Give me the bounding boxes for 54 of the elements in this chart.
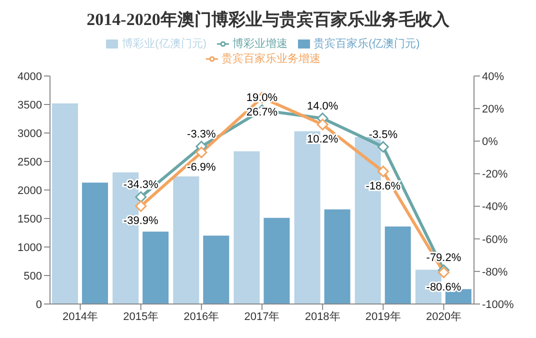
legend-label: 贵宾百家乐(亿澳门元): [314, 38, 420, 50]
chart-title: 2014-2020年澳门博彩业与贵宾百家乐业务毛收入: [86, 9, 450, 30]
point: [377, 141, 389, 153]
point: [438, 266, 450, 278]
data-label: -3.5%: [368, 128, 398, 141]
legend-label: 贵宾百家乐业务增速: [222, 53, 320, 65]
y2-tick-label: -100%: [482, 298, 514, 311]
y-tick-label: 1000: [18, 242, 42, 254]
point: [316, 118, 328, 130]
y2-tick-label: -20%: [482, 168, 508, 181]
legend-label: 博彩业增速: [232, 38, 288, 50]
y-tick-label: 500: [24, 270, 42, 282]
bar: [234, 151, 260, 304]
bar: [142, 232, 169, 304]
bar: [264, 218, 290, 304]
y-tick-label: 2000: [18, 184, 42, 197]
x-tick-label: 2015年: [123, 310, 159, 323]
data-label: 14.0%: [306, 100, 338, 112]
data-label: -80.6%: [426, 281, 462, 294]
bar: [203, 236, 230, 304]
y-tick-label: 3500: [18, 99, 42, 112]
data-label: 10.2%: [306, 134, 338, 146]
y-tick-label: 2500: [18, 156, 42, 168]
point: [196, 146, 208, 158]
bar: [324, 209, 350, 304]
x-tick-label: 2016年: [184, 310, 220, 323]
y2-tick-label: -40%: [482, 201, 508, 214]
bar: [52, 103, 78, 304]
point: [135, 191, 147, 203]
bar: [173, 176, 200, 304]
bar: [82, 182, 108, 304]
y-tick-label: 0: [36, 298, 42, 311]
y-tick-label: 3000: [18, 128, 42, 140]
x-tick-label: 2017年: [244, 310, 280, 323]
y2-tick-label: 0%: [482, 136, 498, 148]
y2-tick-label: -80%: [482, 266, 508, 278]
data-label: -6.9%: [187, 161, 216, 174]
y2-tick-label: 40%: [482, 70, 504, 83]
legend-label: 博彩业(亿澳门元): [122, 38, 206, 50]
y-tick-label: 1500: [18, 213, 42, 226]
x-tick-label: 2014年: [62, 310, 98, 323]
data-label: -3.3%: [187, 128, 216, 141]
x-tick-label: 2019年: [365, 310, 401, 323]
point: [377, 166, 389, 178]
y-tick-label: 4000: [18, 70, 42, 83]
x-tick-label: 2018年: [304, 310, 340, 323]
data-label: -18.6%: [366, 180, 401, 192]
x-tick-label: 2020年: [426, 310, 462, 323]
bar: [384, 226, 411, 304]
data-label: -39.9%: [123, 215, 158, 228]
y2-tick-label: 20%: [482, 103, 504, 116]
data-label: -34.3%: [123, 179, 158, 192]
point: [135, 200, 147, 212]
y2-tick-label: -60%: [482, 234, 508, 246]
